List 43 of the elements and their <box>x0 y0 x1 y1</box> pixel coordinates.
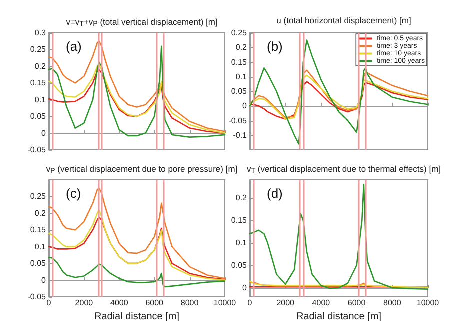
x-tick-label: 2000 <box>276 298 296 308</box>
y-tick-label: 0.1 <box>236 72 248 82</box>
y-tick-label: 0.3 <box>34 28 47 38</box>
y-tick-label: 0.15 <box>231 216 248 225</box>
y-tick-label: 0.1 <box>34 95 47 104</box>
y-tick-label: 0.15 <box>30 78 47 88</box>
annotation: (c) <box>66 186 82 201</box>
y-tick-label: 0 <box>42 276 47 285</box>
y-tick-label: 0 <box>242 284 248 292</box>
x-tick-label: 2000 <box>75 298 94 308</box>
y-tick-label: -0.05 <box>228 116 248 126</box>
x-tick-label: 6000 <box>146 298 164 308</box>
y-tick-label: 0.05 <box>30 259 47 268</box>
y-tick-label: -0.05 <box>28 146 47 154</box>
y-tick-label: -0.1 <box>233 130 248 140</box>
x-tick-label: 4000 <box>110 298 129 308</box>
x-tick-label: 4000 <box>312 298 331 308</box>
x-tick-label: 10000 <box>214 298 237 308</box>
y-tick-label: 0.15 <box>30 226 47 235</box>
y-tick-label: 0.2 <box>34 208 47 218</box>
x-tick-label: 8000 <box>384 298 402 308</box>
y-tick-label: 0.25 <box>30 192 47 202</box>
y-tick-label: 0.05 <box>231 87 248 96</box>
y-tick-label: 0.2 <box>34 62 47 71</box>
y-tick-label: 0.2 <box>236 43 248 52</box>
y-tick-label: 0.25 <box>231 28 248 38</box>
x-tick-label: 10000 <box>416 298 440 308</box>
y-tick-label: 0.05 <box>231 261 248 270</box>
x-tick-label: 6000 <box>348 298 366 308</box>
annotation: (a) <box>66 39 82 54</box>
y-tick-label: 0 <box>242 102 248 111</box>
y-tick-label: 0.15 <box>231 58 248 67</box>
y-tick-label: -0.05 <box>28 292 47 302</box>
y-tick-label: 0.1 <box>236 238 248 248</box>
annotation: (d) <box>267 186 283 201</box>
y-tick-label: 0.05 <box>30 112 47 122</box>
y-tick-label: 0.1 <box>34 242 47 252</box>
chart-title: u (total horizontal displacement) [m] <box>276 16 412 26</box>
y-tick-label: 0.2 <box>236 194 248 202</box>
y-tick-label: 0 <box>42 128 47 138</box>
x-tick-label: 8000 <box>180 298 200 308</box>
y-tick-label: 0.25 <box>30 45 47 54</box>
annotation: (b) <box>267 39 283 54</box>
